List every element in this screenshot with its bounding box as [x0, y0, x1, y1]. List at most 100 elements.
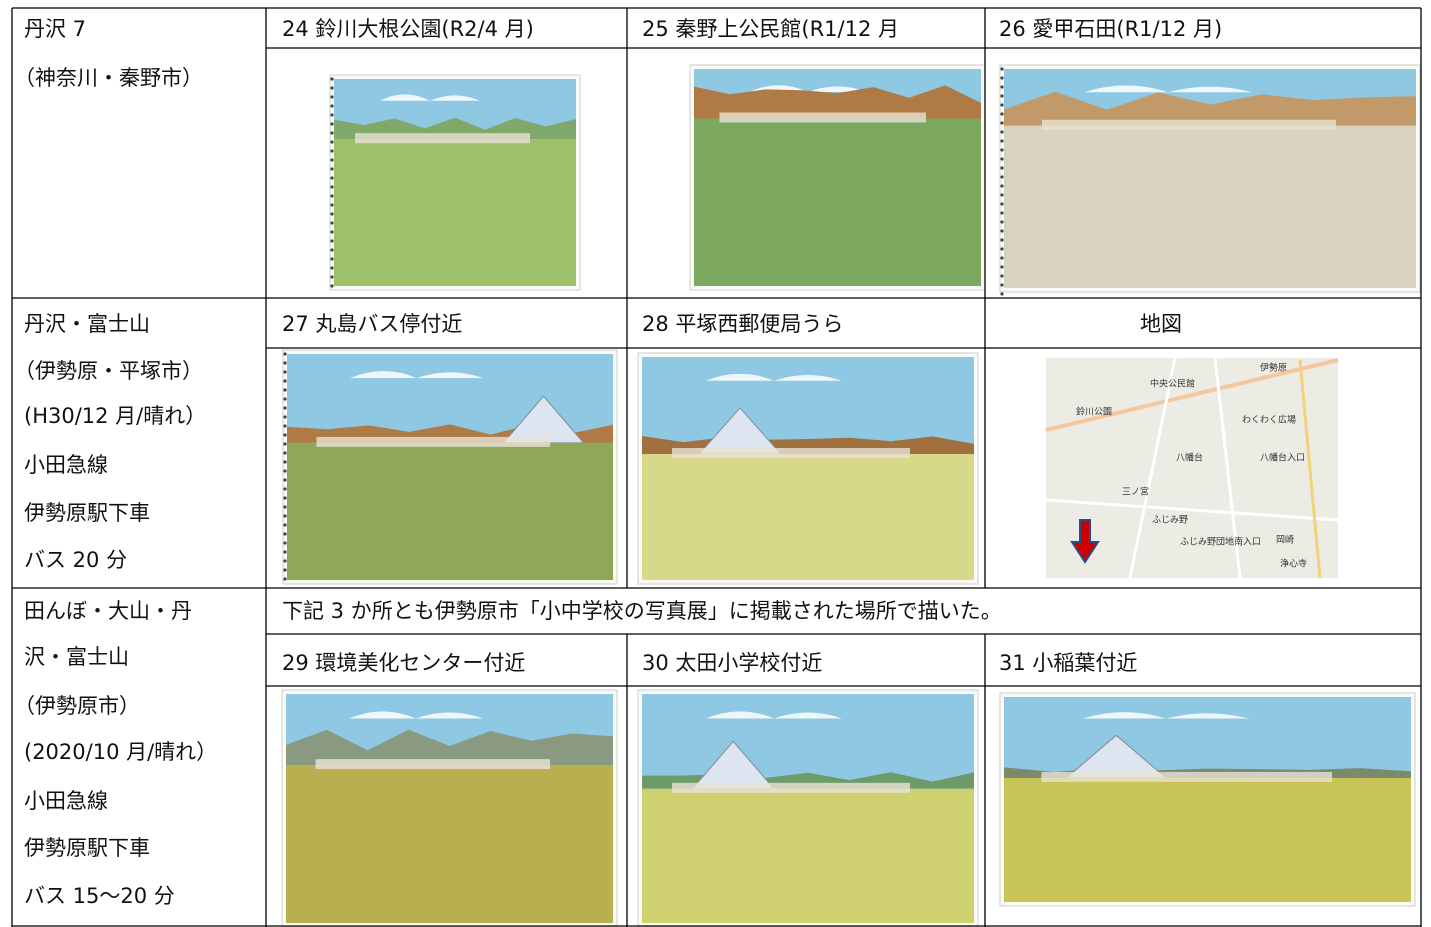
- field: [642, 788, 974, 923]
- mountains: [1004, 91, 1416, 126]
- binding: [283, 559, 287, 563]
- binding: [283, 379, 287, 383]
- binding: [283, 478, 287, 482]
- mountains: [694, 85, 981, 119]
- map-label: 三ノ宮: [1122, 486, 1149, 498]
- binding: [283, 496, 287, 500]
- clouds: [706, 711, 842, 719]
- binding: [1000, 67, 1004, 71]
- map-label: 岡崎: [1276, 534, 1294, 546]
- cell-title: 30 太田小学校付近: [642, 651, 822, 675]
- binding: [1000, 211, 1004, 215]
- binding: [330, 167, 334, 171]
- binding: [1000, 184, 1004, 188]
- binding: [283, 406, 287, 410]
- binding: [283, 550, 287, 554]
- location-text: （伊勢原市）: [14, 694, 140, 718]
- binding: [1000, 247, 1004, 251]
- location-text: （伊勢原・平塚市）: [14, 359, 203, 383]
- map-road: [1128, 357, 1177, 579]
- binding: [283, 433, 287, 437]
- field: [1004, 125, 1416, 288]
- binding: [1000, 157, 1004, 161]
- binding: [330, 122, 334, 126]
- binding: [330, 221, 334, 225]
- clouds: [706, 373, 842, 381]
- binding: [330, 131, 334, 135]
- drawings: [281, 64, 1421, 927]
- binding: [283, 451, 287, 455]
- binding: [1000, 274, 1004, 278]
- binding: [1000, 265, 1004, 269]
- binding: [330, 212, 334, 216]
- binding: [283, 487, 287, 491]
- binding: [1000, 193, 1004, 197]
- binding: [1000, 292, 1004, 296]
- map-label: ふじみ野団地南入口: [1180, 536, 1261, 548]
- clouds: [1083, 712, 1249, 719]
- sky: [1004, 697, 1411, 778]
- binding: [1000, 256, 1004, 260]
- binding: [283, 469, 287, 473]
- binding: [283, 424, 287, 428]
- map-road: [1045, 358, 1339, 432]
- location-text: 丹沢 7: [24, 17, 86, 41]
- binding: [330, 266, 334, 270]
- location-text: 沢・富士山: [24, 645, 129, 669]
- field: [287, 442, 613, 580]
- location-text: 小田急線: [24, 453, 108, 477]
- map-label: 中央公民館: [1150, 378, 1195, 390]
- cell-title: 24 鈴川大根公園(R2/4 月): [282, 17, 534, 41]
- town: [719, 112, 926, 123]
- binding: [330, 113, 334, 117]
- binding: [1000, 238, 1004, 242]
- binding: [1000, 202, 1004, 206]
- binding: [283, 397, 287, 401]
- cell-title: 31 小稲葉付近: [999, 651, 1137, 675]
- binding: [330, 86, 334, 90]
- field: [694, 118, 981, 286]
- map-label: わくわく広場: [1242, 414, 1296, 426]
- town: [1041, 771, 1332, 782]
- clouds: [380, 94, 480, 101]
- binding: [330, 275, 334, 279]
- binding: [283, 415, 287, 419]
- cell-title: 28 平塚西郵便局うら: [642, 312, 843, 336]
- sky: [642, 357, 974, 455]
- location-text: （神奈川・秦野市）: [14, 66, 203, 90]
- clouds: [349, 711, 483, 719]
- binding: [1000, 175, 1004, 179]
- table-borders: [11, 7, 1422, 927]
- binding: [1000, 103, 1004, 107]
- binding: [330, 230, 334, 234]
- binding: [283, 568, 287, 572]
- clouds: [1084, 85, 1252, 93]
- binding: [1000, 283, 1004, 287]
- cell-title: 25 秦野上公民館(R1/12 月: [642, 17, 899, 41]
- binding: [283, 514, 287, 518]
- town: [1042, 119, 1336, 130]
- binding: [283, 505, 287, 509]
- binding: [283, 577, 287, 581]
- town: [316, 436, 551, 447]
- map-label: ふじみ野: [1152, 515, 1188, 526]
- map-label: 鈴川公園: [1076, 406, 1112, 418]
- binding: [283, 523, 287, 527]
- cell-title: 地図: [1140, 312, 1182, 336]
- binding: [1000, 139, 1004, 143]
- binding: [1000, 112, 1004, 116]
- map-label: 八幡台入口: [1260, 452, 1305, 464]
- binding: [330, 149, 334, 153]
- location-text: (H30/12 月/晴れ）: [24, 404, 206, 428]
- location-text: 伊勢原駅下車: [24, 501, 150, 525]
- binding: [330, 185, 334, 189]
- binding: [330, 248, 334, 252]
- binding: [330, 77, 334, 81]
- clouds: [349, 371, 484, 379]
- binding: [283, 352, 287, 356]
- town: [672, 448, 910, 459]
- cell-title: 26 愛甲石田(R1/12 月): [999, 17, 1222, 41]
- binding: [330, 176, 334, 180]
- binding: [283, 442, 287, 446]
